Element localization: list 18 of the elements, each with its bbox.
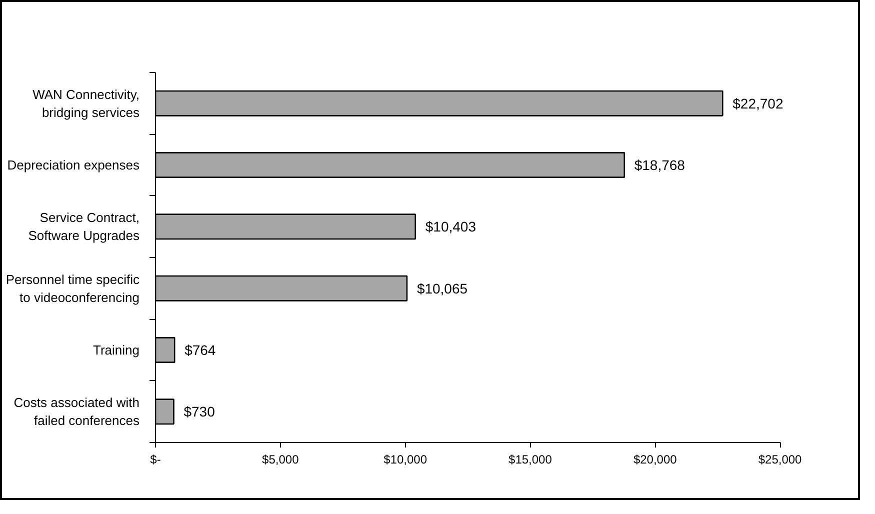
data-label: $10,403 [425, 218, 476, 235]
y-tick-label: Depreciation expenses [7, 158, 140, 172]
y-tick-label: Service Contract, Software Upgrades [28, 210, 140, 244]
y-tick-label: WAN Connectivity, bridging services [32, 86, 140, 120]
y-tick-label: Personnel time specific to videoconferencing [6, 272, 140, 305]
data-label: $730 [184, 404, 216, 420]
x-tick-label: $15,000 [508, 452, 552, 466]
y-tick-label: Costs associated with failed conferences [14, 395, 140, 428]
y-tick-label: Training [93, 342, 140, 358]
x-tick-label: $5,000 [262, 452, 300, 466]
data-label: $10,065 [416, 280, 468, 296]
x-tick-label: $25,000 [758, 452, 802, 466]
x-tick-label: $- [150, 452, 161, 466]
data-label: $22,702 [732, 95, 784, 112]
x-tick-label: $20,000 [633, 452, 678, 466]
data-label: $764 [184, 342, 216, 358]
data-label: $18,768 [634, 157, 686, 173]
x-tick-label: $10,000 [384, 452, 428, 466]
